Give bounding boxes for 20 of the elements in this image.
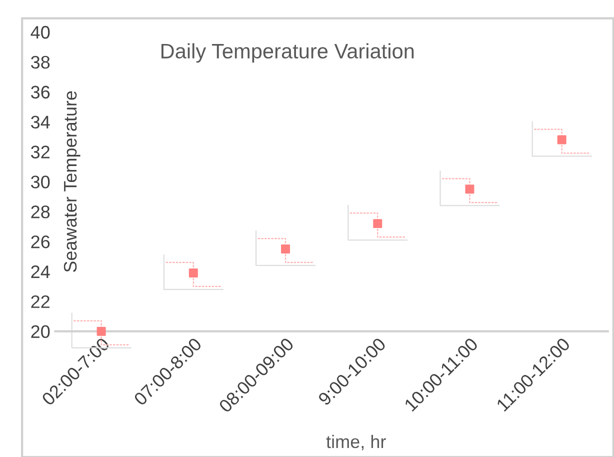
y-tick-label: 22 (31, 295, 50, 308)
chart-title: Daily Temperature Variation (161, 43, 414, 63)
y-tick-label: 28 (31, 206, 50, 218)
point (557, 135, 566, 144)
point (96, 326, 106, 336)
y-tick-label: 20 (31, 325, 50, 338)
point (281, 244, 290, 254)
x-axis-title: time, hr (326, 434, 386, 450)
y-tick-label: 32 (31, 146, 50, 158)
point (373, 219, 382, 228)
y-tick-label: 26 (31, 235, 50, 248)
y-tick-label: 40 (30, 26, 50, 39)
y-tick-label: 30 (31, 176, 50, 188)
point (465, 184, 474, 194)
y-tick-label: 24 (31, 265, 50, 278)
y-tick-label: 34 (31, 116, 50, 129)
y-axis-title: Seawater Temperature (64, 91, 80, 272)
point (188, 268, 198, 278)
y-tick-label: 38 (31, 56, 50, 69)
y-tick-label: 36 (31, 86, 50, 99)
